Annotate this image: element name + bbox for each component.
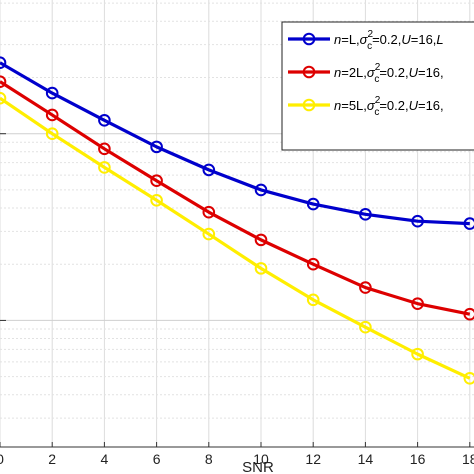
data-point (306, 293, 320, 307)
axes: 0 2 4 6 8 10 12 14 16 18 (0, 133, 474, 467)
data-point (254, 262, 268, 275)
legend-marker (302, 65, 316, 79)
data-point (98, 113, 111, 127)
data-point (359, 281, 372, 294)
data-point (45, 108, 59, 122)
x-tick-label: 18 (462, 451, 474, 467)
legend-box (281, 21, 474, 151)
data-point (411, 297, 424, 310)
legend-marker (302, 98, 316, 112)
data-point (0, 56, 7, 70)
data-point (306, 257, 320, 271)
data-point (45, 86, 59, 100)
plot-series (0, 56, 474, 385)
data-point (463, 217, 474, 230)
data-point (202, 227, 216, 241)
data-point (0, 91, 7, 105)
x-tick-label: 14 (358, 451, 374, 467)
data-point (202, 163, 216, 177)
data-point (202, 205, 216, 219)
x-tick-label: 16 (410, 451, 426, 467)
data-point (411, 214, 424, 228)
data-point (0, 75, 7, 88)
data-point (359, 208, 372, 221)
data-point (254, 183, 268, 197)
x-axis-title: SNR (242, 459, 274, 474)
legend: n=L,σ2 c=0.2,U=16,L n=2L,σ2 c=0.2,U=16, n=5L… (281, 21, 474, 151)
x-tick-label: 8 (205, 451, 213, 467)
data-point (150, 174, 163, 188)
legend-entry: n=L,σ2 c=0.2,U=16,L (288, 29, 444, 52)
legend-entry: n=5L,σ2 c=0.2,U=16, (288, 95, 444, 118)
legend-label: n=2L,σ2 c=0.2,U=16, (334, 62, 444, 85)
series-line-0 (0, 61, 470, 226)
data-point (150, 140, 163, 154)
x-tick-label: 4 (101, 451, 109, 467)
x-tick-label: 6 (153, 451, 161, 467)
data-point (254, 233, 268, 247)
data-point (411, 347, 424, 361)
data-point (359, 320, 372, 334)
data-point (463, 371, 474, 385)
legend-entry: n=2L,σ2 c=0.2,U=16, (288, 62, 444, 85)
data-point (98, 142, 111, 156)
x-tick-label: 12 (305, 451, 321, 467)
legend-marker (302, 32, 316, 46)
x-tick-label: 2 (48, 451, 56, 467)
legend-label: n=L,σ2 c=0.2,U=16,L (334, 29, 444, 52)
series-line-2 (0, 96, 471, 380)
x-tick-label: 10 (253, 451, 269, 467)
data-point (150, 193, 163, 207)
data-point (98, 161, 111, 174)
data-point (463, 307, 474, 321)
data-point (45, 127, 59, 141)
legend-label: n=5L,σ2 c=0.2,U=16, (334, 95, 444, 118)
series-line-1 (0, 80, 471, 316)
x-tick-label: 0 (0, 451, 4, 467)
data-point (306, 197, 320, 211)
